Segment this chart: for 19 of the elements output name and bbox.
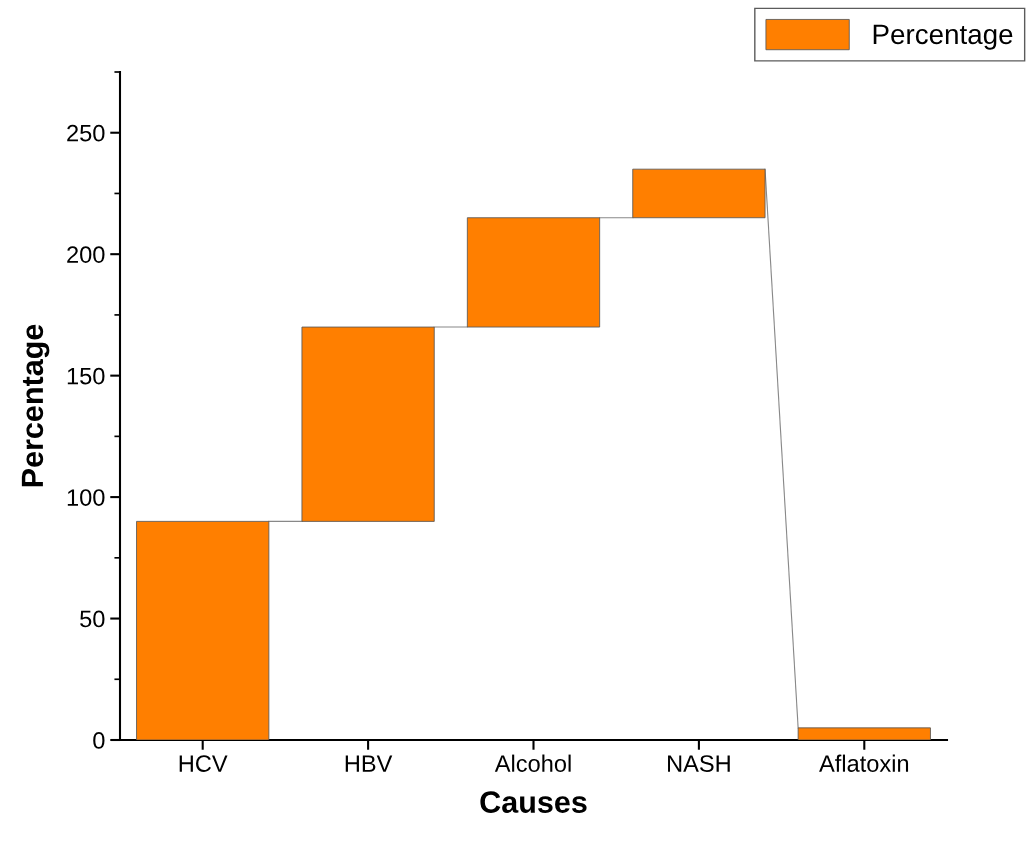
- x-axis-title: Causes: [480, 791, 587, 813]
- y-tick-label: 150: [67, 367, 105, 385]
- x-tick-label: NASH: [668, 755, 730, 772]
- bar: [301, 326, 435, 522]
- bar: [136, 520, 270, 740]
- x-tick-label: HCV: [179, 755, 228, 772]
- y-tick-label: 0: [93, 732, 105, 749]
- x-tick-label: Aflatoxin: [819, 754, 909, 772]
- y-tick-label: 50: [80, 610, 105, 628]
- bar: [466, 217, 601, 328]
- bar: [632, 168, 766, 219]
- y-tick-label: 250: [67, 124, 105, 142]
- bar: [797, 727, 931, 740]
- y-axis-title: Percentage: [21, 324, 50, 487]
- y-tick-label: 200: [67, 246, 105, 263]
- y-tick-label: 100: [67, 489, 105, 506]
- x-tick-label: HBV: [345, 755, 393, 772]
- legend-label: Percentage: [873, 24, 1013, 50]
- x-tick-label: Alcohol: [494, 754, 571, 772]
